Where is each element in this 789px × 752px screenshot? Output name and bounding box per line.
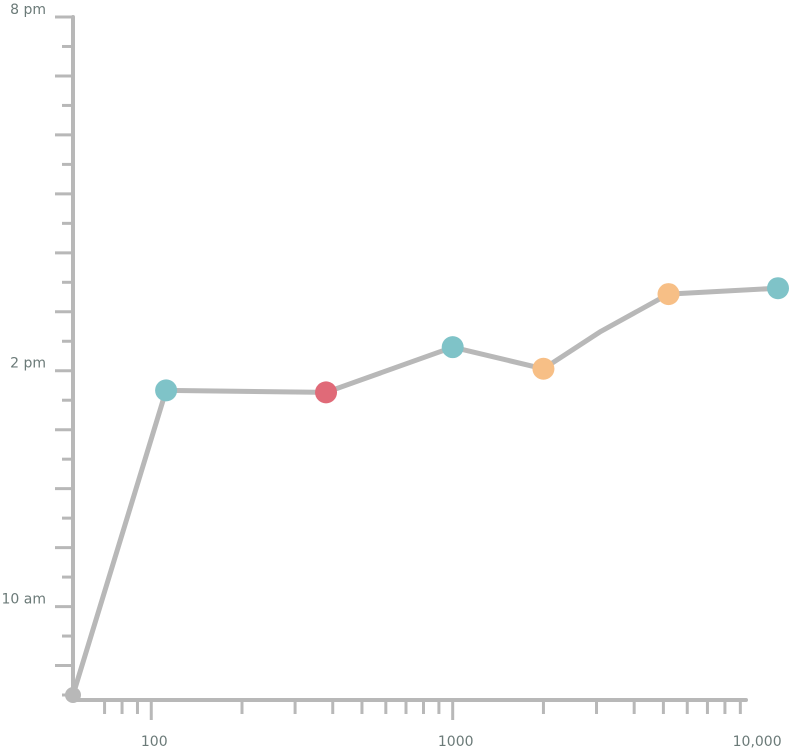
data-point (315, 381, 338, 404)
y-tick-label: 8 pm (10, 2, 46, 18)
data-point (657, 283, 680, 306)
data-point (441, 336, 464, 359)
x-tick-label: 100 (141, 734, 168, 750)
y-tick-label: 2 pm (10, 356, 46, 372)
axes (55, 15, 748, 720)
x-tick-label: 10,000 (733, 734, 782, 750)
y-tick-label: 10 am (2, 592, 46, 608)
series-line (70, 285, 781, 698)
data-point (155, 379, 178, 402)
x-tick-label: 1000 (438, 734, 474, 750)
data-point (532, 357, 555, 380)
series-layer (65, 277, 789, 703)
data-point (65, 687, 81, 703)
data-point (767, 277, 789, 300)
